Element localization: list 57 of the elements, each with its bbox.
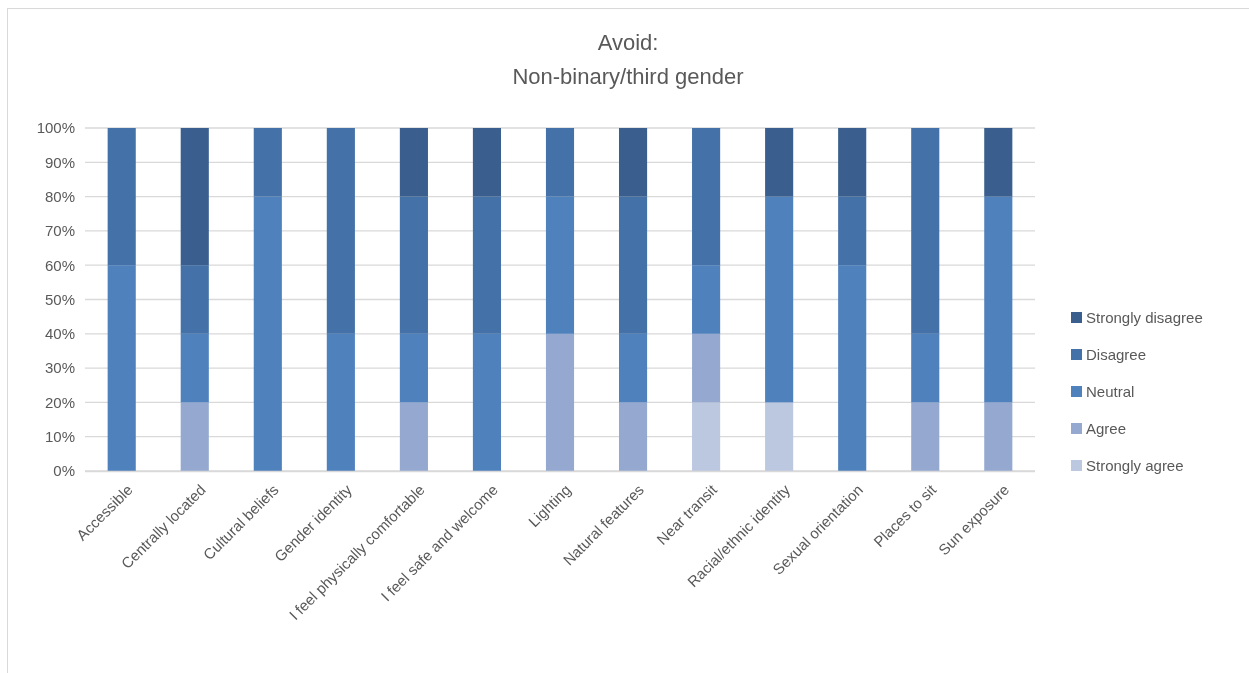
bar bbox=[692, 402, 721, 471]
bar bbox=[618, 128, 648, 197]
bar bbox=[838, 265, 867, 471]
bar bbox=[838, 196, 867, 266]
bar bbox=[545, 333, 575, 471]
bar bbox=[911, 128, 940, 334]
bar bbox=[326, 128, 355, 334]
bar bbox=[180, 333, 209, 403]
legend-label: Strongly disagree bbox=[1086, 309, 1203, 327]
bar bbox=[618, 402, 648, 471]
bar bbox=[472, 196, 502, 334]
y-tick-label: 90% bbox=[44, 153, 75, 171]
legend-label: Neutral bbox=[1086, 383, 1135, 401]
bar bbox=[765, 402, 794, 471]
bar bbox=[399, 333, 428, 403]
y-tick-label: 80% bbox=[44, 187, 75, 205]
y-tick-label: 30% bbox=[44, 359, 75, 377]
bar bbox=[911, 333, 940, 403]
bar bbox=[399, 402, 428, 471]
y-tick-label: 100% bbox=[36, 119, 75, 137]
bar bbox=[326, 333, 355, 471]
bar bbox=[180, 265, 209, 334]
bar bbox=[180, 128, 209, 266]
bar bbox=[618, 333, 648, 403]
legend-label: Strongly agree bbox=[1086, 457, 1184, 475]
bar bbox=[765, 128, 794, 197]
bar bbox=[107, 265, 136, 471]
bar bbox=[984, 196, 1013, 403]
bar bbox=[399, 196, 428, 334]
y-tick-label: 50% bbox=[44, 290, 75, 308]
legend-label: Agree bbox=[1086, 420, 1127, 438]
bar bbox=[692, 333, 721, 403]
bar bbox=[472, 128, 502, 197]
y-tick-label: 0% bbox=[53, 462, 75, 480]
bar bbox=[984, 128, 1013, 197]
y-tick-label: 70% bbox=[44, 222, 75, 240]
bar bbox=[911, 402, 940, 471]
bar bbox=[253, 128, 282, 197]
bar bbox=[399, 128, 428, 197]
y-tick-label: 10% bbox=[44, 428, 75, 445]
bar bbox=[692, 265, 721, 334]
legend-label: Disagree bbox=[1086, 346, 1147, 364]
bar bbox=[618, 196, 648, 334]
bar bbox=[107, 128, 136, 266]
y-tick-label: 60% bbox=[44, 256, 75, 274]
y-tick-label: 40% bbox=[44, 325, 75, 343]
bar bbox=[984, 402, 1013, 471]
bar bbox=[765, 196, 794, 403]
chart-title: Avoid: Non-binary/third gender bbox=[512, 30, 744, 89]
bar bbox=[472, 333, 502, 471]
bar bbox=[838, 128, 867, 197]
bar bbox=[253, 196, 282, 471]
y-tick-label: 20% bbox=[44, 393, 75, 411]
bar bbox=[692, 128, 721, 266]
bar bbox=[545, 196, 575, 334]
bar bbox=[180, 402, 209, 471]
bar bbox=[545, 128, 575, 197]
